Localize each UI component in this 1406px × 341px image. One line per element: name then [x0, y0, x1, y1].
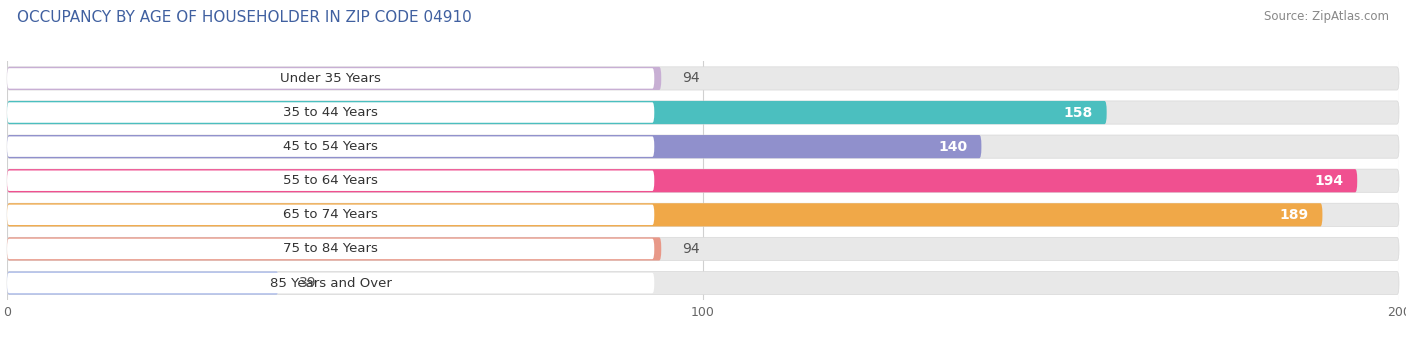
- Text: 189: 189: [1279, 208, 1309, 222]
- FancyBboxPatch shape: [7, 203, 1323, 226]
- FancyBboxPatch shape: [7, 237, 661, 261]
- FancyBboxPatch shape: [7, 68, 654, 89]
- FancyBboxPatch shape: [7, 271, 1399, 295]
- Text: OCCUPANCY BY AGE OF HOUSEHOLDER IN ZIP CODE 04910: OCCUPANCY BY AGE OF HOUSEHOLDER IN ZIP C…: [17, 10, 471, 25]
- FancyBboxPatch shape: [7, 273, 654, 293]
- FancyBboxPatch shape: [7, 136, 654, 157]
- Text: Source: ZipAtlas.com: Source: ZipAtlas.com: [1264, 10, 1389, 23]
- FancyBboxPatch shape: [7, 169, 1357, 192]
- Text: 65 to 74 Years: 65 to 74 Years: [283, 208, 378, 221]
- Text: 85 Years and Over: 85 Years and Over: [270, 277, 392, 290]
- FancyBboxPatch shape: [7, 135, 1399, 158]
- FancyBboxPatch shape: [7, 170, 654, 191]
- FancyBboxPatch shape: [7, 203, 1399, 226]
- Text: 194: 194: [1315, 174, 1343, 188]
- Text: 35 to 44 Years: 35 to 44 Years: [283, 106, 378, 119]
- Text: 140: 140: [938, 139, 967, 154]
- FancyBboxPatch shape: [7, 169, 1399, 192]
- FancyBboxPatch shape: [7, 101, 1399, 124]
- FancyBboxPatch shape: [7, 102, 654, 123]
- Text: 55 to 64 Years: 55 to 64 Years: [283, 174, 378, 187]
- Text: 75 to 84 Years: 75 to 84 Years: [283, 242, 378, 255]
- Text: 45 to 54 Years: 45 to 54 Years: [283, 140, 378, 153]
- Text: Under 35 Years: Under 35 Years: [280, 72, 381, 85]
- Text: 158: 158: [1063, 105, 1092, 120]
- FancyBboxPatch shape: [7, 237, 1399, 261]
- Text: 94: 94: [682, 71, 700, 86]
- Text: 94: 94: [682, 242, 700, 256]
- Text: 39: 39: [299, 276, 316, 290]
- FancyBboxPatch shape: [7, 239, 654, 259]
- FancyBboxPatch shape: [7, 205, 654, 225]
- FancyBboxPatch shape: [7, 67, 661, 90]
- FancyBboxPatch shape: [7, 67, 1399, 90]
- FancyBboxPatch shape: [7, 101, 1107, 124]
- FancyBboxPatch shape: [7, 135, 981, 158]
- FancyBboxPatch shape: [7, 271, 278, 295]
